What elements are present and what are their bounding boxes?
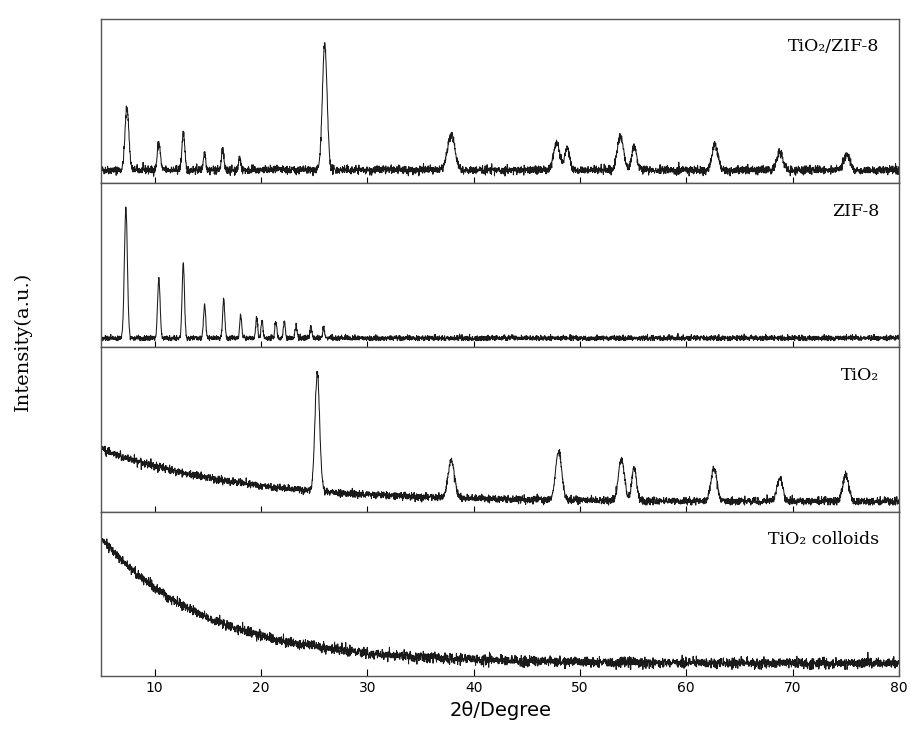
Text: ZIF-8: ZIF-8 [832, 203, 879, 220]
Text: TiO₂ colloids: TiO₂ colloids [768, 531, 879, 548]
X-axis label: 2θ/Degree: 2θ/Degree [449, 701, 551, 719]
Text: TiO₂: TiO₂ [841, 367, 879, 384]
Text: Intensity(a.u.): Intensity(a.u.) [14, 272, 32, 412]
Text: TiO₂/ZIF-8: TiO₂/ZIF-8 [787, 39, 879, 55]
